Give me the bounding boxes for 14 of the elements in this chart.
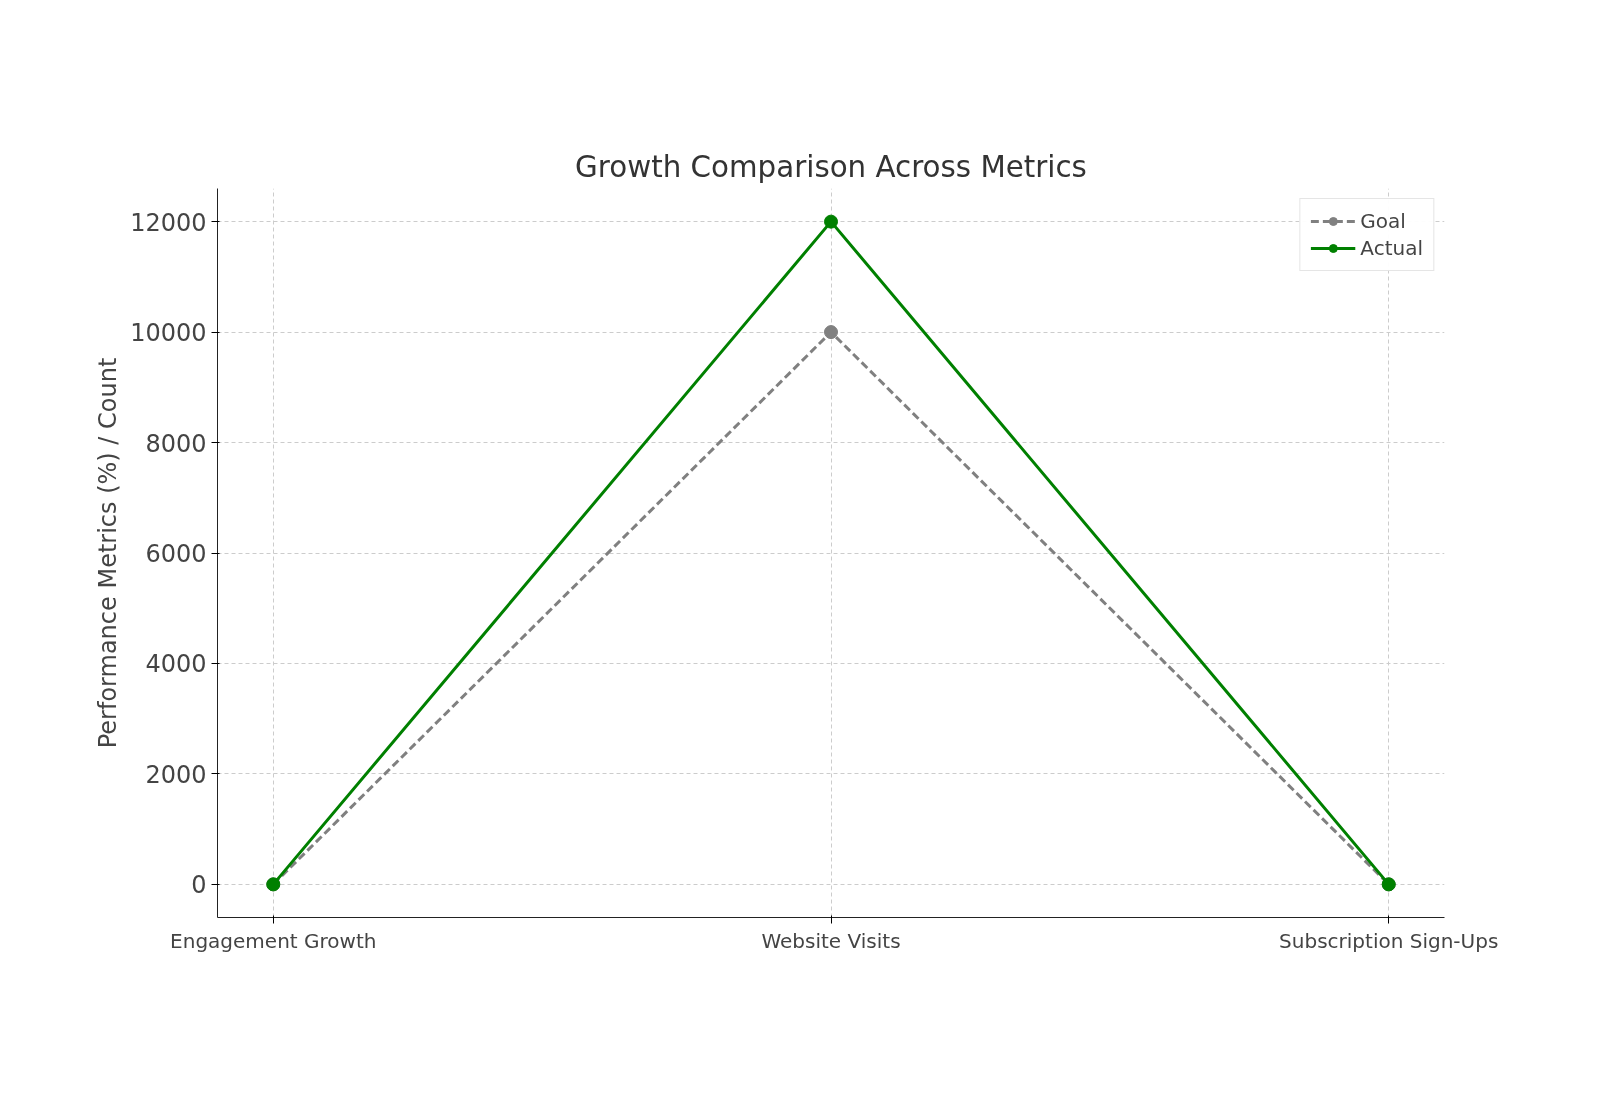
legend-label: Actual [1360,236,1423,260]
y-axis-title: Performance Metrics (%) / Count [94,357,123,749]
chart-title: Growth Comparison Across Metrics [575,149,1087,184]
y-tick-label: 6000 [145,540,207,568]
legend-label: Goal [1360,209,1406,233]
x-tick-label: Website Visits [761,928,901,953]
y-tick-label: 2000 [145,760,207,789]
x-tick-label: Subscription Sign-Ups [1279,928,1499,953]
y-tick-label: 12000 [130,208,207,237]
y-tick-label: 8000 [145,429,207,458]
y-tick-label: 0 [191,871,207,900]
x-tick-label: Engagement Growth [170,928,377,953]
y-tick-label: 10000 [130,319,207,348]
y-tick-label: 4000 [145,650,207,679]
